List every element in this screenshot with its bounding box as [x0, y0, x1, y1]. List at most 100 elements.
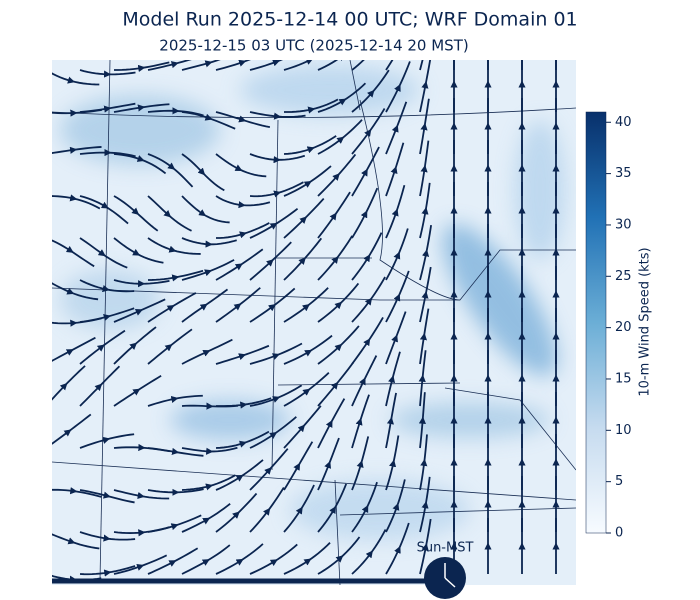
- streamline: [147, 447, 180, 455]
- streamline: [249, 353, 280, 365]
- streamline: [351, 377, 366, 407]
- colorbar: [585, 111, 607, 534]
- streamline: [419, 332, 428, 365]
- streamline: [307, 542, 331, 562]
- streamline: [243, 222, 270, 235]
- streamline: [101, 329, 126, 348]
- streamline: [385, 166, 398, 197]
- streamline: [181, 447, 214, 455]
- streamline: [351, 338, 371, 365]
- streamline: [171, 166, 194, 188]
- streamline: [249, 111, 282, 120]
- streamline: [419, 458, 428, 491]
- streamline: [249, 559, 278, 575]
- streamline: [215, 511, 240, 533]
- streamline: [139, 298, 166, 312]
- streamline: [363, 355, 378, 382]
- streamline: [283, 462, 301, 491]
- streamline: [147, 61, 179, 71]
- streamline: [283, 424, 306, 449]
- streamline: [147, 237, 177, 253]
- streamline: [113, 563, 145, 575]
- streamline: [70, 291, 99, 301]
- streamline: [283, 349, 313, 365]
- streamline: [335, 361, 354, 386]
- streamline: [299, 484, 315, 511]
- streamline: [283, 304, 310, 323]
- streamline: [370, 529, 387, 554]
- streamline: [79, 148, 112, 157]
- streamline: [204, 288, 229, 307]
- streamline: [113, 309, 143, 323]
- streamline: [249, 507, 271, 533]
- streamline: [107, 307, 135, 318]
- streamline: [209, 239, 237, 246]
- streamline: [243, 397, 272, 406]
- streamline: [249, 222, 278, 239]
- streamline: [351, 168, 368, 197]
- streamline: [209, 474, 236, 487]
- streamline: [364, 187, 379, 214]
- streamline: [113, 237, 141, 256]
- streamline: [385, 251, 401, 281]
- streamline: [215, 558, 244, 575]
- streamline: [215, 401, 248, 409]
- streamline: [419, 81, 429, 113]
- streamline: [385, 416, 394, 449]
- streamline: [79, 105, 112, 113]
- streamline: [113, 104, 146, 113]
- streamline: [208, 117, 236, 130]
- streamline: [79, 489, 111, 499]
- streamline: [365, 481, 378, 509]
- streamline: [215, 231, 248, 239]
- streamline: [181, 60, 213, 71]
- streamline: [317, 381, 339, 407]
- streamline: [147, 153, 176, 170]
- streamline: [351, 60, 365, 71]
- streamline: [317, 506, 336, 533]
- streamline: [392, 435, 400, 464]
- streamline: [351, 89, 375, 113]
- streamline: [302, 237, 323, 261]
- streamline: [52, 349, 74, 362]
- streamline: [249, 259, 274, 281]
- streamline: [311, 98, 339, 111]
- streamline: [174, 394, 203, 400]
- streamline: [283, 216, 307, 239]
- streamline: [175, 269, 204, 279]
- streamline: [181, 153, 206, 176]
- streamline: [147, 305, 175, 323]
- streamline: [351, 460, 364, 491]
- streamline: [340, 536, 361, 559]
- streamline: [385, 334, 398, 365]
- streamline: [423, 140, 430, 169]
- streamline: [317, 136, 345, 155]
- streamline: [107, 71, 136, 76]
- streamline: [395, 101, 408, 129]
- streamline: [113, 195, 140, 216]
- streamline: [215, 440, 247, 449]
- streamline: [70, 250, 95, 268]
- streamline: [276, 384, 303, 399]
- streamline: [317, 555, 344, 575]
- streamline: [113, 279, 146, 288]
- streamline: [107, 102, 136, 110]
- streamline: [169, 328, 193, 347]
- streamline: [419, 249, 430, 281]
- streamline: [276, 342, 303, 357]
- streamline: [385, 208, 399, 239]
- streamline: [283, 388, 311, 407]
- streamline: [181, 349, 211, 365]
- streamline: [147, 107, 180, 115]
- streamline: [52, 533, 76, 545]
- streamline: [206, 503, 231, 521]
- streamline: [175, 451, 204, 457]
- streamline: [79, 436, 111, 449]
- streamline: [141, 103, 170, 109]
- streamline: [71, 541, 100, 550]
- streamline: [147, 560, 177, 575]
- streamline: [249, 60, 281, 71]
- streamline: [308, 165, 332, 184]
- streamline: [52, 109, 78, 117]
